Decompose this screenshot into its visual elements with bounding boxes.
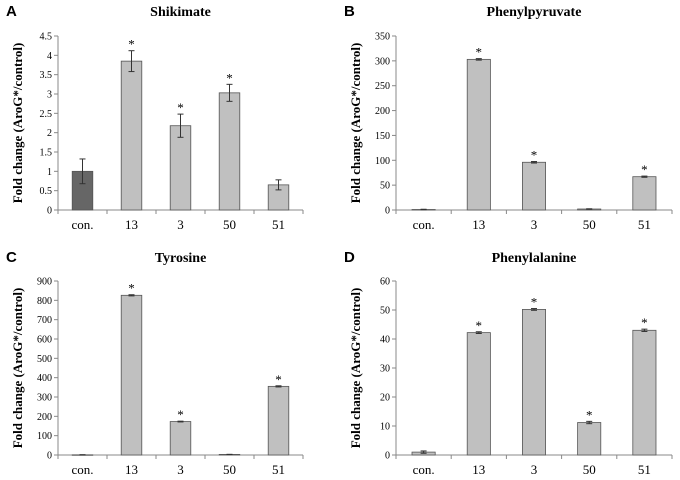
y-axis-label: Fold change (AroG*/control) [10,43,25,204]
y-tick-label: 0 [385,206,390,217]
panel-letter: A [6,3,17,20]
y-tick-label: 1 [47,167,52,178]
significance-marker: * [641,162,648,177]
x-tick-label: 3 [177,462,184,477]
x-tick-label: con. [71,462,93,477]
y-tick-label: 350 [375,32,390,43]
x-tick-label: 3 [177,217,184,232]
significance-marker: * [275,372,282,387]
bar-50 [577,422,602,456]
y-tick-label: 200 [37,412,52,423]
bar-51 [632,329,657,456]
y-tick-label: 10 [380,422,390,433]
chart-panel-d: D Phenylalanine Fold change (AroG*/control… [344,249,673,477]
chart-title: Phenylalanine [492,251,577,266]
bar-13 [120,60,143,211]
y-tick-label: 20 [380,393,390,404]
y-tick-label: 60 [380,277,390,288]
y-tick-label: 0 [47,451,52,462]
x-tick-label: 13 [125,217,138,232]
bar-13 [120,294,143,456]
significance-marker: * [476,318,483,333]
x-tick-label: 51 [272,462,285,477]
x-tick-label: 51 [272,217,285,232]
panel-letter: D [344,249,355,266]
chart-panel-c: C Tyrosine Fold change (AroG*/control) 0 100… [6,249,304,477]
y-tick-label: 150 [375,131,390,142]
bar-3 [169,421,192,456]
y-tick-label: 250 [375,81,390,92]
significance-marker: * [177,407,184,422]
chart-title: Phenylpyruvate [487,5,582,20]
x-tick-label: 50 [583,217,596,232]
y-tick-label: 500 [37,354,52,365]
y-tick-label: 900 [37,277,52,288]
significance-marker: * [641,315,648,330]
x-tick-label: 13 [472,462,485,477]
x-tick-label: 51 [638,217,651,232]
y-tick-label: 400 [37,373,52,384]
bar-51 [632,176,657,211]
y-tick-label: 0 [47,206,52,217]
bar-51 [267,385,290,456]
y-tick-label: 4 [47,51,52,62]
x-tick-label: con. [413,217,435,232]
bar-13 [466,58,491,211]
panel-letter: B [344,3,355,20]
y-tick-label: 0 [385,451,390,462]
x-tick-label: 50 [583,462,596,477]
y-tick-label: 300 [375,56,390,67]
significance-marker: * [226,70,233,85]
y-axis-label: Fold change (AroG*/control) [348,43,363,204]
x-tick-label: 50 [223,462,236,477]
x-tick-label: con. [71,217,93,232]
significance-marker: * [476,45,483,60]
x-tick-label: 50 [223,217,236,232]
y-tick-label: 1.5 [40,148,53,159]
y-tick-label: 600 [37,335,52,346]
significance-marker: * [177,100,184,115]
bar-3 [169,125,192,211]
chart-panel-b: B Phenylpyruvate Fold change (AroG*/contro… [344,3,673,232]
x-tick-label: 13 [125,462,138,477]
y-tick-label: 300 [37,393,52,404]
y-axis-label: Fold change (AroG*/control) [10,288,25,449]
y-tick-label: 50 [380,181,390,192]
x-tick-label: 13 [472,217,485,232]
y-tick-label: 100 [375,156,390,167]
y-tick-label: 50 [380,306,390,317]
x-tick-label: 51 [638,462,651,477]
significance-marker: * [128,37,135,52]
chart-panel-a: A Shikimate Fold change (AroG*/control) 0 0.… [6,3,304,232]
y-tick-label: 2.5 [40,109,53,120]
significance-marker: * [531,295,538,310]
bar-50 [218,92,241,211]
y-tick-label: 700 [37,315,52,326]
y-tick-label: 2 [47,128,52,139]
y-tick-label: 200 [375,106,390,117]
panel-letter: C [6,249,17,266]
y-tick-label: 40 [380,335,390,346]
x-tick-label: con. [413,462,435,477]
chart-title: Tyrosine [155,251,207,266]
y-tick-label: 4.5 [40,32,53,43]
y-tick-label: 100 [37,431,52,442]
bar-13 [466,332,491,456]
y-tick-label: 800 [37,296,52,307]
y-tick-label: 0.5 [40,186,53,197]
bar-3 [522,309,546,456]
significance-marker: * [128,281,135,296]
significance-marker: * [531,148,538,163]
y-axis-label: Fold change (AroG*/control) [348,288,363,449]
significance-marker: * [586,407,593,422]
chart-title: Shikimate [150,5,211,20]
x-tick-label: 3 [531,462,538,477]
x-tick-label: 3 [531,217,538,232]
y-tick-label: 30 [380,364,390,375]
y-tick-label: 3.5 [40,70,53,81]
y-tick-label: 3 [47,90,52,101]
bar-3 [522,161,546,211]
